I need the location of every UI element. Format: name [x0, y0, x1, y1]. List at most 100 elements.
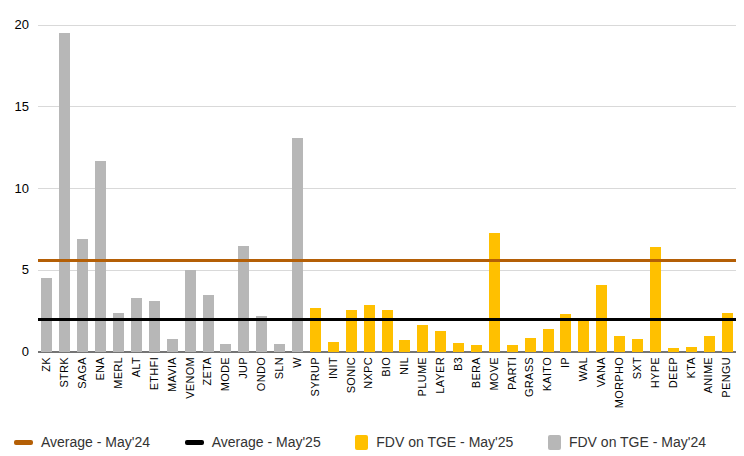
x-tick-slot: B3 [449, 357, 467, 408]
gridline-10 [38, 188, 736, 189]
x-tick-slot: DEEP [664, 357, 682, 408]
bar-init [328, 342, 339, 352]
fdv-on-tge-bar-chart: 05101520 ZKSTRKSAGAENAMERLALTETHFIMAVIAV… [0, 0, 744, 456]
x-tick-syrup: SYRUP [310, 357, 321, 396]
x-tick-slot: SXT [628, 357, 646, 408]
legend-label: Average - May'25 [212, 434, 321, 450]
legend-label: FDV on TGE - May'24 [569, 434, 706, 450]
x-tick-bera: BERA [471, 357, 482, 388]
x-tick-zeta: ZETA [202, 357, 213, 386]
y-tick-0: 0 [22, 345, 29, 358]
legend-item-average-may25: Average - May'25 [185, 434, 321, 450]
x-tick-pengu: PENGU [721, 357, 732, 398]
bar-move [489, 233, 500, 352]
y-tick-15: 15 [15, 100, 29, 113]
x-tick-venom: VENOM [185, 357, 196, 399]
x-tick-slot: MORPHO [611, 357, 629, 408]
y-tick-20: 20 [15, 18, 29, 31]
bar-deep [668, 348, 679, 352]
x-tick-slot: GRASS [521, 357, 539, 408]
average-line-may25 [38, 318, 736, 321]
legend-item-average-may24: Average - May'24 [14, 434, 150, 450]
bar-strk [59, 33, 70, 352]
x-tick-slot: W [288, 357, 306, 408]
x-tick-strk: STRK [59, 357, 70, 388]
legend-line-swatch-may25 [185, 440, 204, 445]
average-line-may24 [38, 259, 736, 262]
x-tick-slot: JUP [235, 357, 253, 408]
x-tick-parti: PARTI [507, 357, 518, 390]
x-tick-move: MOVE [489, 357, 500, 391]
x-tick-sxt: SXT [632, 357, 643, 379]
x-tick-sonic: SONIC [346, 357, 357, 393]
x-tick-nil: NIL [399, 357, 410, 375]
bar-kta [686, 347, 697, 352]
bar-mode [220, 344, 231, 352]
x-tick-slot: HYPE [646, 357, 664, 408]
plot-area [38, 25, 736, 352]
bar-alt [131, 298, 142, 352]
bar-layer [435, 331, 446, 352]
bar-sln [274, 344, 285, 352]
bar-ethfi [149, 301, 160, 352]
x-tick-slot: BIO [378, 357, 396, 408]
bar-zk [41, 278, 52, 352]
bar-nil [399, 340, 410, 352]
x-tick-slot: MAVIA [163, 357, 181, 408]
legend-line-swatch-may24 [14, 440, 33, 445]
x-tick-slot: ETHFI [145, 357, 163, 408]
x-tick-wal: WAL [578, 357, 589, 381]
bar-venom [185, 270, 196, 352]
x-tick-morpho: MORPHO [614, 357, 625, 408]
bar-sonic [346, 310, 357, 353]
x-tick-slot: IP [557, 357, 575, 408]
bar-morpho [614, 336, 625, 352]
bar-ena [95, 161, 106, 352]
x-tick-slot: WAL [575, 357, 593, 408]
x-tick-slot: MOVE [485, 357, 503, 408]
x-tick-slot: SONIC [342, 357, 360, 408]
x-tick-slot: SLN [271, 357, 289, 408]
bar-bera [471, 345, 482, 352]
x-tick-kaito: KAITO [542, 357, 553, 391]
legend-item-fdv-may24: FDV on TGE - May'24 [548, 434, 706, 450]
gridline-5 [38, 270, 736, 271]
bar-b3 [453, 343, 464, 352]
legend-label: FDV on TGE - May'25 [376, 434, 513, 450]
bar-anime [704, 336, 715, 352]
x-tick-sln: SLN [274, 357, 285, 379]
x-tick-grass: GRASS [524, 357, 535, 397]
x-tick-slot: ZK [38, 357, 56, 408]
gridline-15 [38, 106, 736, 107]
x-tick-slot: STRK [56, 357, 74, 408]
bar-sxt [632, 339, 643, 352]
x-tick-bio: BIO [381, 357, 392, 377]
x-tick-merl: MERL [113, 357, 124, 389]
x-tick-slot: PENGU [718, 357, 736, 408]
y-tick-5: 5 [22, 263, 29, 276]
x-tick-slot: LAYER [432, 357, 450, 408]
x-tick-ondo: ONDO [256, 357, 267, 391]
x-tick-slot: NIL [396, 357, 414, 408]
bar-nxpc [364, 305, 375, 352]
x-tick-b3: B3 [453, 357, 464, 371]
bar-hype [650, 247, 661, 352]
bar-mavia [167, 339, 178, 352]
bar-zeta [203, 295, 214, 352]
x-tick-jup: JUP [238, 357, 249, 379]
x-tick-slot: ZETA [199, 357, 217, 408]
legend-square-swatch-may24 [548, 435, 561, 450]
x-tick-nxpc: NXPC [363, 357, 374, 389]
x-tick-slot: KAITO [539, 357, 557, 408]
bar-bio [382, 310, 393, 353]
x-tick-slot: ALT [127, 357, 145, 408]
x-tick-ip: IP [560, 357, 571, 368]
x-tick-slot: VENOM [181, 357, 199, 408]
x-tick-zk: ZK [41, 357, 52, 372]
legend-square-swatch-may25 [355, 435, 368, 450]
x-tick-slot: ONDO [253, 357, 271, 408]
x-tick-slot: ANIME [700, 357, 718, 408]
bar-grass [525, 338, 536, 352]
x-tick-mavia: MAVIA [167, 357, 178, 392]
x-tick-ena: ENA [95, 357, 106, 381]
